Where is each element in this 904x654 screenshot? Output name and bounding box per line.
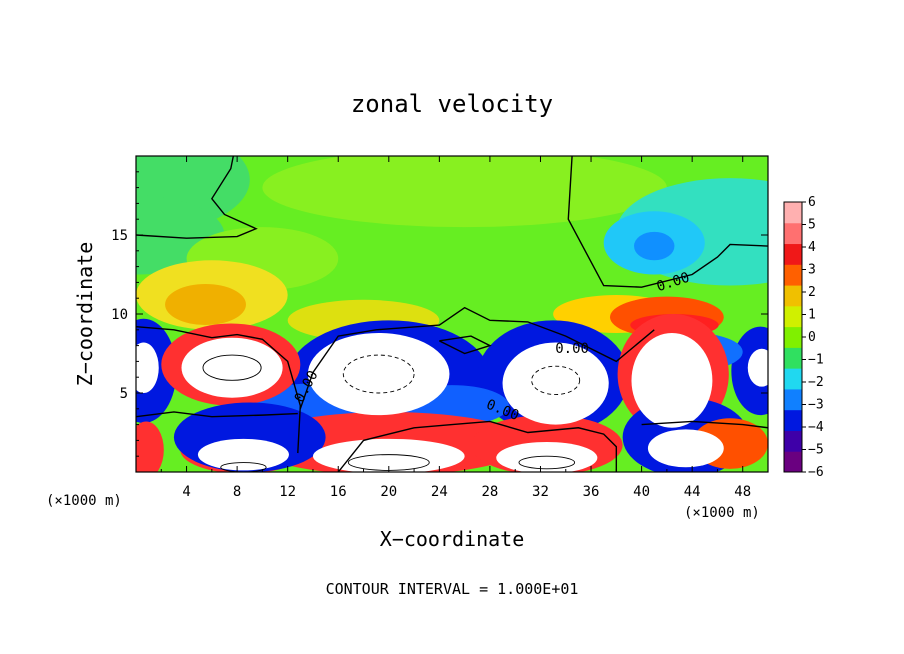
colorbar-tick-label: 4 xyxy=(808,240,816,255)
x-tick-label: 20 xyxy=(380,484,397,500)
x-tick-label: 28 xyxy=(481,484,498,500)
field-blob xyxy=(307,332,450,416)
x-tick-label: 12 xyxy=(279,484,296,500)
contour-zero-line xyxy=(136,325,302,454)
contour-zero-line xyxy=(337,420,618,472)
x-axis-ticks: 4 8 12 16 20 24 28 32 36 40 44 48 xyxy=(160,156,751,500)
field-blob xyxy=(136,421,164,472)
contour-zero-line xyxy=(641,420,768,429)
contour-interval: CONTOUR INTERVAL = 1.000E+01 xyxy=(326,580,579,598)
x-tick-label: 8 xyxy=(233,484,241,500)
field-blob xyxy=(136,342,159,393)
contour-zero-line xyxy=(299,306,655,410)
colorbar-swatch xyxy=(784,326,802,348)
colorbar-swatch xyxy=(784,347,802,369)
colorbar-tick-label: 0 xyxy=(808,330,816,345)
x-tick-label: 24 xyxy=(431,484,448,500)
colorbar-tick-label: 5 xyxy=(808,218,816,233)
colorbar-tick-label: −6 xyxy=(808,465,824,480)
colorbar-swatch xyxy=(784,264,802,286)
x-tick-label: 16 xyxy=(330,484,347,500)
colorbar-tick-label: −4 xyxy=(808,420,824,435)
field-blob xyxy=(634,231,675,261)
colorbar-swatch xyxy=(784,409,802,431)
heatmap-field xyxy=(136,156,768,472)
x-tick-label: 36 xyxy=(583,484,600,500)
colorbar-swatch xyxy=(784,305,802,328)
x-tick-label: 4 xyxy=(182,484,190,500)
colorbar-tick-label: −2 xyxy=(808,375,824,390)
contour-lines xyxy=(136,156,768,472)
x-tick-label: 44 xyxy=(684,484,701,500)
x-unit-left: (×1000 m) xyxy=(46,493,122,509)
field-blob xyxy=(165,283,246,326)
contour-zero-line xyxy=(136,411,298,418)
contour-label: 0.00 xyxy=(555,341,589,357)
x-tick-label: 40 xyxy=(633,484,650,500)
field-blob xyxy=(197,438,289,471)
field-blob xyxy=(312,438,465,472)
contour-negative-line xyxy=(531,365,581,396)
field-blob xyxy=(502,342,609,425)
contour-zero-line xyxy=(439,335,492,355)
contour-positive-line xyxy=(220,462,267,472)
field-blob xyxy=(631,332,713,428)
colorbar-tick-label: 1 xyxy=(808,308,816,323)
colorbar-tick-label: 3 xyxy=(808,263,816,278)
x-unit-right: (×1000 m) xyxy=(684,505,760,521)
colorbar-tick-label: −1 xyxy=(808,353,824,368)
field-blob xyxy=(747,348,768,387)
colorbar-tick-label: 6 xyxy=(808,195,816,210)
colorbar-swatch xyxy=(784,368,802,390)
contour-positive-line xyxy=(202,354,262,381)
contour-zero-line xyxy=(567,156,768,288)
colorbar-swatch xyxy=(784,285,802,307)
y-tick-label: 10 xyxy=(111,307,128,323)
x-tick-label: 48 xyxy=(734,484,751,500)
y-tick-label: 5 xyxy=(120,386,128,402)
contour-positive-line xyxy=(518,455,576,470)
colorbar: 6 5 4 3 2 1 0 −1 −2 −3 −4 −5 −6 xyxy=(783,195,824,480)
y-axis-title: Z−coordinate xyxy=(73,242,97,387)
field-blob xyxy=(647,429,724,468)
colorbar-swatch xyxy=(784,430,802,452)
x-axis-title: X−coordinate xyxy=(380,527,525,551)
colorbar-swatch xyxy=(784,222,802,245)
colorbar-tick-label: −3 xyxy=(808,398,824,413)
colorbar-swatch xyxy=(784,451,802,473)
contour-zero-line xyxy=(136,156,258,239)
field-blob xyxy=(262,156,667,228)
contour-negative-line xyxy=(342,354,415,394)
colorbar-swatch xyxy=(784,202,802,224)
field-blob xyxy=(496,441,598,472)
colorbar-tick-label: 2 xyxy=(808,285,816,300)
x-tick-label: 32 xyxy=(532,484,549,500)
colorbar-swatch xyxy=(784,243,802,265)
colorbar-tick-label: −5 xyxy=(808,443,824,458)
y-axis-ticks: 5 10 15 xyxy=(111,171,768,457)
y-tick-label: 15 xyxy=(111,228,128,244)
chart-title: zonal velocity xyxy=(351,90,553,118)
colorbar-swatch xyxy=(784,388,802,411)
field-blob xyxy=(181,337,283,398)
